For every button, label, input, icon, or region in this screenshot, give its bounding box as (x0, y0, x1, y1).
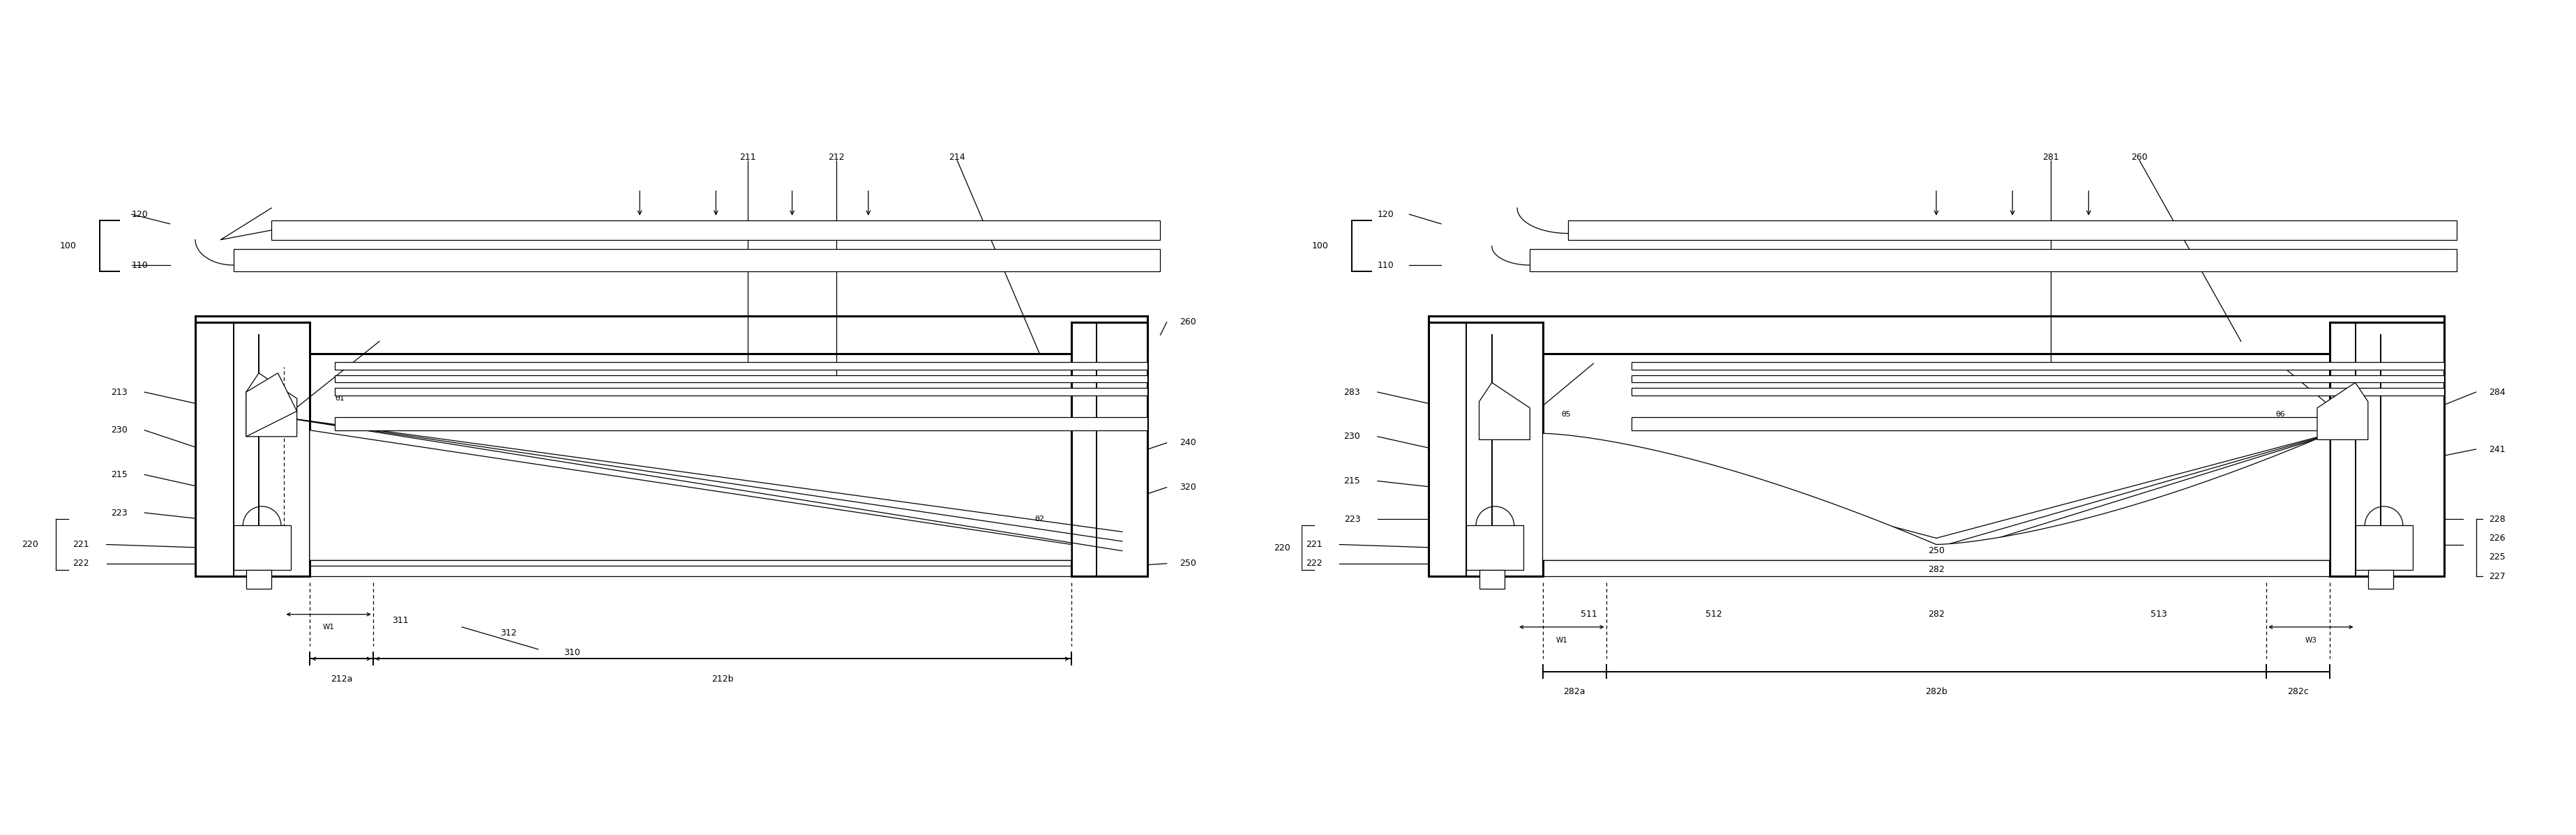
Bar (196, 322, 309, 576)
Text: 222: 222 (1306, 559, 1321, 568)
Text: W1: W1 (322, 624, 335, 630)
Bar (309, 560, 1072, 576)
Bar (234, 249, 1159, 271)
Text: 230: 230 (1345, 432, 1360, 441)
Text: 212a: 212a (330, 675, 353, 684)
Text: 250: 250 (1927, 546, 1945, 555)
Text: 215: 215 (111, 470, 126, 479)
Bar (1427, 316, 2445, 354)
Bar (335, 387, 1149, 395)
Bar (335, 362, 1149, 370)
Text: 228: 228 (2488, 514, 2506, 524)
Text: 100: 100 (1311, 241, 1329, 251)
Text: 226: 226 (2488, 534, 2504, 543)
Text: 260: 260 (2130, 153, 2148, 162)
Text: θ2: θ2 (1036, 515, 1043, 523)
Bar (247, 569, 270, 589)
Text: 260: 260 (1180, 318, 1195, 326)
Text: 281: 281 (2043, 153, 2058, 162)
Text: 282a: 282a (1564, 687, 1584, 696)
Bar (1631, 362, 2445, 370)
Text: 100: 100 (59, 241, 77, 251)
Text: 221: 221 (1306, 540, 1321, 549)
Bar (1543, 560, 2329, 576)
Bar (270, 220, 1159, 240)
Text: 223: 223 (1345, 514, 1360, 524)
Text: 110: 110 (1378, 261, 1394, 270)
Text: 240: 240 (1180, 438, 1195, 448)
Text: 223: 223 (111, 509, 126, 517)
Bar (1631, 387, 2445, 395)
Text: W1: W1 (1556, 636, 1569, 644)
Text: 241: 241 (2488, 445, 2504, 453)
Text: 312: 312 (500, 629, 518, 638)
Text: θ1: θ1 (335, 395, 345, 402)
Polygon shape (309, 430, 1072, 560)
Bar (1569, 220, 2458, 240)
Text: 282b: 282b (1924, 687, 1947, 696)
Bar (196, 316, 1149, 354)
Text: 311: 311 (392, 616, 410, 625)
Text: 250: 250 (1180, 559, 1195, 568)
Text: 513: 513 (2151, 610, 2166, 619)
Text: 120: 120 (1378, 210, 1394, 219)
Bar (1631, 418, 2329, 430)
Text: 214: 214 (948, 153, 966, 162)
Bar (1479, 569, 1504, 589)
Bar (234, 525, 291, 569)
Text: 282: 282 (1927, 610, 1945, 619)
Text: 225: 225 (2488, 553, 2506, 562)
Bar (1631, 375, 2445, 382)
Bar (1427, 322, 1543, 576)
Text: 512: 512 (1705, 610, 1723, 619)
Bar (1530, 249, 2458, 271)
Bar (2367, 569, 2393, 589)
Polygon shape (2318, 382, 2367, 440)
Text: 221: 221 (72, 540, 90, 549)
Bar (1466, 525, 1522, 569)
Text: 227: 227 (2488, 572, 2506, 581)
Text: 212b: 212b (711, 675, 734, 684)
Polygon shape (247, 373, 296, 437)
Bar (1072, 322, 1149, 576)
Text: 215: 215 (1345, 477, 1360, 485)
Text: 213: 213 (111, 387, 126, 397)
Text: 211: 211 (739, 153, 755, 162)
Text: 120: 120 (131, 210, 149, 219)
Text: 282: 282 (1927, 565, 1945, 574)
Text: 230: 230 (111, 426, 126, 435)
Polygon shape (1479, 382, 1530, 440)
Text: θ5: θ5 (1561, 411, 1571, 418)
Text: 320: 320 (1180, 483, 1195, 492)
Text: 282c: 282c (2287, 687, 2308, 696)
Text: 110: 110 (131, 261, 149, 270)
Text: 220: 220 (23, 540, 39, 549)
Text: 220: 220 (1275, 543, 1291, 552)
Text: 283: 283 (1345, 387, 1360, 397)
Text: θ6: θ6 (2275, 411, 2285, 418)
Text: W3: W3 (2306, 636, 2316, 644)
Bar (335, 418, 1149, 430)
Polygon shape (1543, 433, 2329, 560)
Bar (335, 375, 1149, 382)
Text: 212: 212 (829, 153, 845, 162)
Bar (2354, 525, 2414, 569)
Bar (2329, 322, 2445, 576)
Polygon shape (247, 373, 296, 437)
Text: 310: 310 (564, 648, 580, 657)
Text: 511: 511 (1582, 610, 1597, 619)
Text: 284: 284 (2488, 387, 2506, 397)
Text: 222: 222 (72, 559, 90, 568)
